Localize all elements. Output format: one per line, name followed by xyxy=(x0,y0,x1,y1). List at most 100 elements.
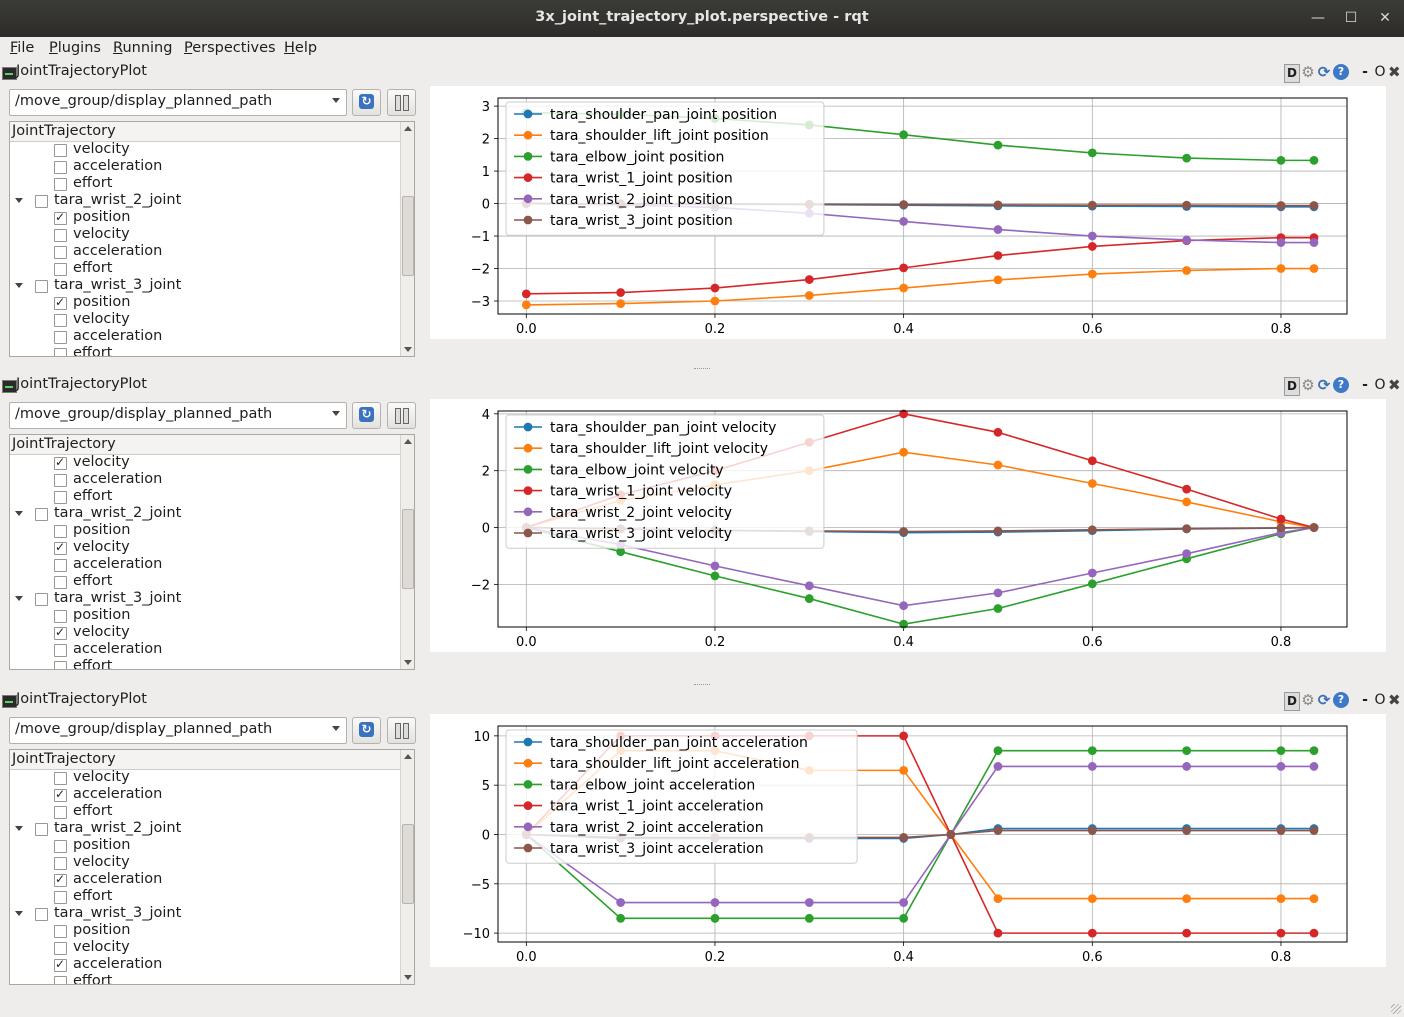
expand-arrow-icon[interactable] xyxy=(15,511,23,516)
resize-grip[interactable] xyxy=(1391,1004,1401,1014)
joint-trajectory-tree[interactable]: JointTrajectoryvelocityaccelerationeffor… xyxy=(9,434,415,670)
scroll-down-arrow-icon[interactable] xyxy=(404,347,412,352)
minimize-panel-button[interactable]: - xyxy=(1362,377,1368,393)
tree-item-checkbox[interactable] xyxy=(54,610,67,623)
plot-canvas[interactable]: 0.0 0.2 0.4 0.6 0.8 −2 0 2 4 tara_shoulder_pan_jo… xyxy=(430,399,1386,652)
tree-item-checkbox[interactable] xyxy=(54,806,67,819)
help-icon[interactable]: ? xyxy=(1333,692,1349,708)
float-panel-button[interactable]: O xyxy=(1374,64,1386,80)
tree-item[interactable]: position xyxy=(10,522,400,540)
gear-icon[interactable]: ⚙ xyxy=(1301,63,1315,81)
minimize-window-button[interactable]: — xyxy=(1311,10,1325,26)
tree-item-checkbox[interactable] xyxy=(54,331,67,344)
joint-trajectory-tree[interactable]: JointTrajectoryvelocityaccelerationeffor… xyxy=(9,749,415,985)
gear-icon[interactable]: ⚙ xyxy=(1301,691,1315,709)
panel-splitter[interactable] xyxy=(694,368,710,371)
menu-running[interactable]: Running xyxy=(113,40,172,56)
tree-item[interactable]: effort xyxy=(10,488,400,506)
expand-arrow-icon[interactable] xyxy=(15,596,23,601)
tree-item-checkbox[interactable] xyxy=(54,295,67,310)
minimize-panel-button[interactable]: - xyxy=(1362,64,1368,80)
tree-item[interactable]: acceleration xyxy=(10,871,400,889)
expand-arrow-icon[interactable] xyxy=(15,911,23,916)
tree-item-checkbox[interactable] xyxy=(54,925,67,938)
menu-perspectives[interactable]: Perspectives xyxy=(184,40,276,56)
tree-item[interactable]: velocity xyxy=(10,624,400,642)
menu-help[interactable]: Help xyxy=(284,40,317,56)
tree-item[interactable]: effort xyxy=(10,175,400,193)
scrollbar-thumb[interactable] xyxy=(402,196,414,276)
tree-item[interactable]: effort xyxy=(10,658,400,669)
refresh-topics-button[interactable]: ↻ xyxy=(352,402,381,429)
tree-item[interactable]: velocity xyxy=(10,770,400,787)
tree-item[interactable]: acceleration xyxy=(10,556,400,574)
panel-splitter[interactable] xyxy=(694,684,710,687)
maximize-window-button[interactable]: ☐ xyxy=(1344,10,1358,26)
float-panel-button[interactable]: O xyxy=(1374,692,1386,708)
topic-select[interactable]: /move_group/display_planned_path xyxy=(9,402,347,429)
scroll-down-arrow-icon[interactable] xyxy=(404,975,412,980)
reload-icon[interactable]: ⟳ xyxy=(1317,376,1331,394)
tree-item-checkbox[interactable] xyxy=(54,840,67,853)
topic-select[interactable]: /move_group/display_planned_path xyxy=(9,89,347,116)
tree-item-checkbox[interactable] xyxy=(54,178,67,191)
tree-item[interactable]: tara_wrist_2_joint xyxy=(10,505,400,523)
reload-icon[interactable]: ⟳ xyxy=(1317,691,1331,709)
tree-item-checkbox[interactable] xyxy=(54,455,67,470)
tree-item[interactable]: acceleration xyxy=(10,956,400,974)
tree-item-checkbox[interactable] xyxy=(54,942,67,955)
tree-item[interactable]: tara_wrist_3_joint xyxy=(10,905,400,923)
tree-item[interactable]: velocity xyxy=(10,226,400,244)
tree-item-checkbox[interactable] xyxy=(54,891,67,904)
tree-item[interactable]: velocity xyxy=(10,455,400,472)
topic-select[interactable]: /move_group/display_planned_path xyxy=(9,717,347,744)
tree-item[interactable]: velocity xyxy=(10,311,400,329)
tree-item[interactable]: effort xyxy=(10,803,400,821)
refresh-topics-button[interactable]: ↻ xyxy=(352,89,381,116)
scrollbar-thumb[interactable] xyxy=(402,509,414,589)
tree-item[interactable]: acceleration xyxy=(10,158,400,176)
tree-item[interactable]: effort xyxy=(10,888,400,906)
tree-item[interactable]: velocity xyxy=(10,854,400,872)
help-icon[interactable]: ? xyxy=(1333,377,1349,393)
tree-item[interactable]: position xyxy=(10,837,400,855)
dock-toggle-icon[interactable]: D xyxy=(1284,692,1300,711)
close-panel-icon[interactable]: ✖ xyxy=(1388,376,1401,394)
scroll-up-arrow-icon[interactable] xyxy=(404,439,412,444)
tree-item-checkbox[interactable] xyxy=(35,823,48,836)
tree-item-checkbox[interactable] xyxy=(54,661,67,669)
scroll-up-arrow-icon[interactable] xyxy=(404,126,412,131)
pause-button[interactable] xyxy=(387,717,416,744)
tree-item-checkbox[interactable] xyxy=(54,559,67,572)
tree-scrollbar[interactable] xyxy=(400,750,414,984)
tree-item-checkbox[interactable] xyxy=(54,474,67,487)
close-panel-icon[interactable]: ✖ xyxy=(1388,63,1401,81)
tree-item-checkbox[interactable] xyxy=(54,644,67,657)
tree-item[interactable]: tara_wrist_3_joint xyxy=(10,277,400,295)
tree-item[interactable]: position xyxy=(10,294,400,312)
tree-item[interactable]: effort xyxy=(10,573,400,591)
tree-item[interactable]: acceleration xyxy=(10,328,400,346)
tree-item-checkbox[interactable] xyxy=(54,525,67,538)
tree-scrollbar[interactable] xyxy=(400,122,414,356)
tree-item[interactable]: effort xyxy=(10,345,400,356)
scrollbar-thumb[interactable] xyxy=(402,824,414,904)
tree-item[interactable]: velocity xyxy=(10,939,400,957)
menu-plugins[interactable]: Plugins xyxy=(49,40,101,56)
tree-item[interactable]: acceleration xyxy=(10,641,400,659)
tree-item-checkbox[interactable] xyxy=(54,625,67,640)
expand-arrow-icon[interactable] xyxy=(15,283,23,288)
help-icon[interactable]: ? xyxy=(1333,64,1349,80)
tree-item[interactable]: acceleration xyxy=(10,471,400,489)
tree-item-checkbox[interactable] xyxy=(54,872,67,887)
tree-item-checkbox[interactable] xyxy=(54,314,67,327)
expand-arrow-icon[interactable] xyxy=(15,826,23,831)
plot-canvas[interactable]: 0.0 0.2 0.4 0.6 0.8 −10 −5 0 5 10 tara_shoulder_pa… xyxy=(430,714,1386,967)
pause-button[interactable] xyxy=(387,89,416,116)
tree-item[interactable]: tara_wrist_2_joint xyxy=(10,192,400,210)
tree-item-checkbox[interactable] xyxy=(54,491,67,504)
tree-item-checkbox[interactable] xyxy=(35,908,48,921)
close-panel-icon[interactable]: ✖ xyxy=(1388,691,1401,709)
float-panel-button[interactable]: O xyxy=(1374,377,1386,393)
tree-scrollbar[interactable] xyxy=(400,435,414,669)
